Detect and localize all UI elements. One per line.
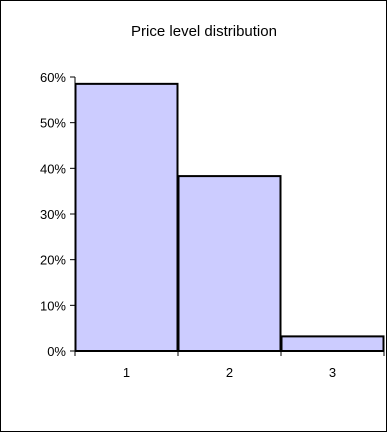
bar-2 bbox=[177, 175, 282, 352]
y-tick-label: 10% bbox=[40, 298, 66, 313]
bar-3 bbox=[280, 335, 385, 352]
x-tick-label: 1 bbox=[123, 365, 130, 380]
y-tick-label: 0% bbox=[47, 344, 66, 359]
bars-group bbox=[74, 82, 385, 352]
chart-title: Price level distribution bbox=[131, 23, 277, 40]
y-axis: 0% 10% 20% 30% 40% 50% 60% bbox=[40, 70, 76, 359]
x-tick-label: 2 bbox=[226, 365, 233, 380]
y-tick-label: 60% bbox=[40, 70, 66, 85]
y-tick-label: 50% bbox=[40, 116, 66, 131]
bar-1 bbox=[74, 82, 179, 352]
x-axis: 1 2 3 bbox=[74, 350, 385, 380]
y-tick-label: 20% bbox=[40, 253, 66, 268]
x-tick-label: 3 bbox=[329, 365, 336, 380]
y-tick-label: 30% bbox=[40, 207, 66, 222]
y-tick-label: 40% bbox=[40, 161, 66, 176]
